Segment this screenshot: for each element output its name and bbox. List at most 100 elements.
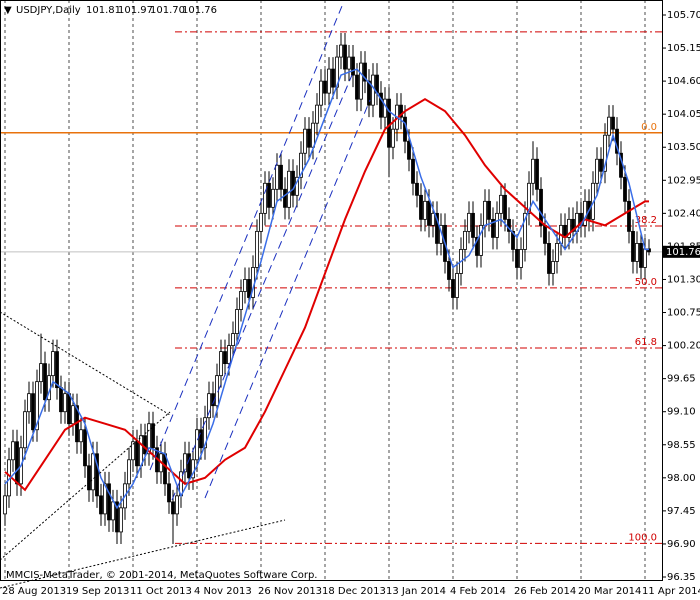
candle-body [255,230,259,268]
candle-body [463,230,467,250]
fibo-label: 100.0 [628,532,657,543]
candle-body [15,441,19,485]
candle-body [539,188,543,226]
candle-body [235,309,239,334]
candle-body [547,243,551,274]
candle-body [643,248,647,268]
quote-close: 101.76 [182,5,217,16]
candle-body [259,212,263,232]
candle-body [631,230,635,262]
y-tick-label: 100.75 [667,308,700,319]
candle-body [67,393,71,425]
candle-body [303,128,307,154]
candle-body [23,411,27,449]
candle-body [83,429,87,467]
candle-body [171,501,175,515]
candle-body [131,441,135,461]
candle-body [483,200,487,226]
y-tick-label: 103.50 [667,142,700,153]
candle-body [147,423,151,455]
y-tick-label: 99.10 [667,407,696,418]
candle-body [603,134,607,172]
candle-body [299,152,303,178]
candle-body [183,453,187,473]
candle-body [287,170,291,208]
candle-body [319,80,323,106]
candle-body [239,291,243,310]
candle-body [627,200,631,232]
candle-body [503,194,507,220]
candle-body [379,92,383,118]
candle-body [331,68,335,88]
candle-body [283,188,287,208]
x-tick-label: 11 Oct 2013 [130,586,192,597]
candle-body [451,279,455,298]
moving-average [4,97,649,492]
candle-body [271,188,275,208]
candle-body [515,249,519,268]
y-tick-label: 99.65 [667,374,696,385]
candle-body [527,182,531,214]
copyright: MMCIS-MetaTrader, © 2001-2014, MetaQuote… [6,570,317,581]
candle-body [55,351,59,389]
candle-body [347,56,351,70]
candle-body [391,128,395,148]
candle-body [363,62,367,82]
y-tick-label: 96.35 [667,572,696,583]
candle-body [115,501,119,533]
candle-body [71,405,75,425]
y-tick-label: 97.45 [667,506,696,517]
candle-body [499,194,503,214]
candle-body [91,453,95,491]
candle-body [467,212,471,232]
candle-body [291,170,295,196]
candle-body [555,243,559,262]
candle-body [223,351,227,365]
candle-body [51,351,55,377]
candle-body [423,200,427,220]
candle-body [95,453,99,497]
candle-body [635,243,639,262]
candle-body [295,176,299,196]
candle-body [315,104,319,124]
candle-body [87,465,91,491]
candle-body [639,243,643,268]
candle-body [219,351,223,377]
channel-line [204,99,371,499]
trendlines [0,5,371,589]
candle-body [475,236,479,256]
candle-body [27,393,31,413]
candle-body [227,345,231,365]
candle-body [167,483,171,503]
candle-body [107,483,111,521]
candle-body [203,417,207,449]
candle-body [119,507,123,533]
dotted-trendline [0,311,171,416]
candle-body [247,279,251,298]
candle-body [543,224,547,244]
candle-body [491,218,495,238]
plot: 0.0 38.2 50.0 61.8 100.0 [0,0,662,580]
x-tick-label: 26 Nov 2013 [258,586,322,597]
candle-body [523,212,527,250]
x-tick-label: 20 Mar 2014 [578,586,641,597]
y-tick-label: 102.95 [667,175,700,186]
candle-body [199,429,203,449]
candle-body [99,495,103,515]
plot-frame [0,0,663,581]
candle-body [519,249,523,268]
channel-line [149,5,343,471]
menu-arrow[interactable]: ▼ [4,5,12,16]
candle-body [431,212,435,226]
quote-low: 101.70 [150,5,185,16]
fibo-label: 38.2 [635,215,657,226]
x-tick-label: 11 Apr 2014 [642,586,700,597]
candle-body [511,230,515,250]
x-tick-label: 4 Nov 2013 [194,586,252,597]
current-price-box [663,245,700,258]
candle-body [187,453,191,479]
x-tick-label: 19 Sep 2013 [66,586,129,597]
dotted-trendline [0,411,171,561]
